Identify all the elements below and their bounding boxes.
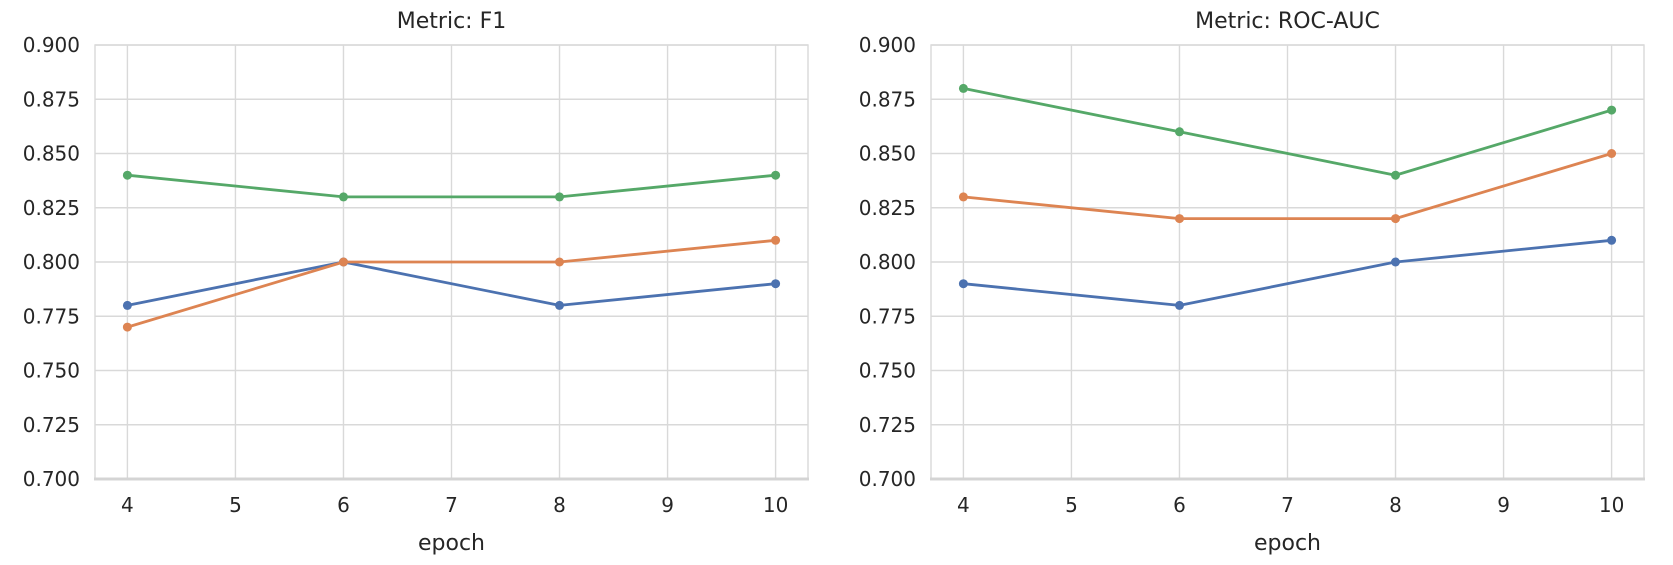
data-point-series-orange (771, 235, 781, 245)
data-point-series-green (122, 170, 132, 180)
data-point-series-green (771, 170, 781, 180)
line-series-orange (962, 152, 1613, 220)
line-series-orange (126, 238, 777, 329)
data-point-series-blue (1607, 235, 1617, 245)
data-point-series-green (1391, 170, 1400, 180)
x-tick-label: 6 (1173, 493, 1186, 517)
x-tick-label: 8 (1389, 493, 1402, 517)
x-tick-label: 9 (1497, 493, 1510, 517)
data-point-series-green (1607, 105, 1617, 115)
data-point-series-green (339, 192, 348, 202)
y-tick-label: 0.775 (859, 304, 916, 328)
y-tick-label: 0.850 (23, 142, 80, 166)
chart-f1-plot: 4 5 6 7 8 9 10 0.700 0.725 0.750 0.775 0.800 0.825 0.… (23, 9, 809, 556)
y-tick-label: 0.800 (23, 250, 80, 274)
data-point-series-orange (1607, 149, 1617, 158)
x-tick-label: 8 (553, 493, 566, 517)
chart-roc-auc-plot: 4 5 6 7 8 9 10 0.700 0.725 0.750 0.775 0.800 0.825 0.… (859, 9, 1645, 556)
y-tick-label: 0.800 (859, 250, 916, 274)
data-point-series-orange (339, 257, 348, 267)
y-tick-label: 0.900 (23, 33, 80, 57)
x-axis-label: epoch (1254, 531, 1321, 556)
y-tick-label: 0.725 (23, 413, 80, 437)
y-tick-label: 0.825 (23, 196, 80, 220)
x-tick-label: 10 (763, 493, 788, 517)
y-tick-label: 0.875 (859, 87, 916, 111)
line-series-blue (126, 260, 777, 307)
y-tick-label: 0.725 (859, 413, 916, 437)
data-point-series-green (555, 192, 564, 202)
y-tick-label: 0.900 (859, 33, 916, 57)
data-point-series-blue (555, 300, 564, 310)
chart-f1: 4 5 6 7 8 9 10 0.700 0.725 0.750 0.775 0.800 0.825 0.… (0, 0, 836, 565)
x-axis-label: epoch (418, 531, 485, 556)
data-point-series-blue (1391, 257, 1400, 267)
chart-title: Metric: F1 (397, 9, 506, 34)
y-tick-label: 0.700 (859, 467, 916, 491)
x-tick-label: 10 (1599, 493, 1624, 517)
y-tick-label: 0.875 (23, 87, 80, 111)
data-point-series-blue (771, 279, 781, 289)
x-tick-label: 7 (445, 493, 458, 517)
x-tick-label: 5 (1065, 493, 1078, 517)
x-tick-label: 4 (121, 493, 134, 517)
y-tick-label: 0.750 (859, 359, 916, 383)
y-tick-label: 0.825 (859, 196, 916, 220)
x-tick-label: 5 (229, 493, 242, 517)
data-point-series-orange (958, 192, 968, 202)
data-point-series-orange (122, 322, 132, 332)
data-point-series-blue (122, 300, 132, 310)
chart-title: Metric: ROC-AUC (1195, 9, 1380, 34)
data-point-series-orange (1175, 214, 1184, 224)
x-tick-label: 7 (1281, 493, 1294, 517)
chart-roc-auc: 4 5 6 7 8 9 10 0.700 0.725 0.750 0.775 0.800 0.825 0.… (836, 0, 1672, 565)
x-tick-label: 9 (661, 493, 674, 517)
y-tick-label: 0.700 (23, 467, 80, 491)
y-tick-label: 0.850 (859, 142, 916, 166)
data-point-series-blue (1175, 300, 1184, 310)
line-series-green (962, 87, 1613, 177)
y-tick-label: 0.775 (23, 304, 80, 328)
x-tick-label: 4 (957, 493, 970, 517)
line-series-green (126, 173, 777, 199)
data-point-series-green (1175, 127, 1184, 137)
data-point-series-green (958, 83, 968, 93)
x-tick-label: 6 (337, 493, 350, 517)
data-point-series-orange (555, 257, 564, 267)
line-series-blue (962, 238, 1613, 307)
y-tick-label: 0.750 (23, 359, 80, 383)
data-point-series-blue (958, 279, 968, 289)
data-point-series-orange (1391, 214, 1400, 224)
